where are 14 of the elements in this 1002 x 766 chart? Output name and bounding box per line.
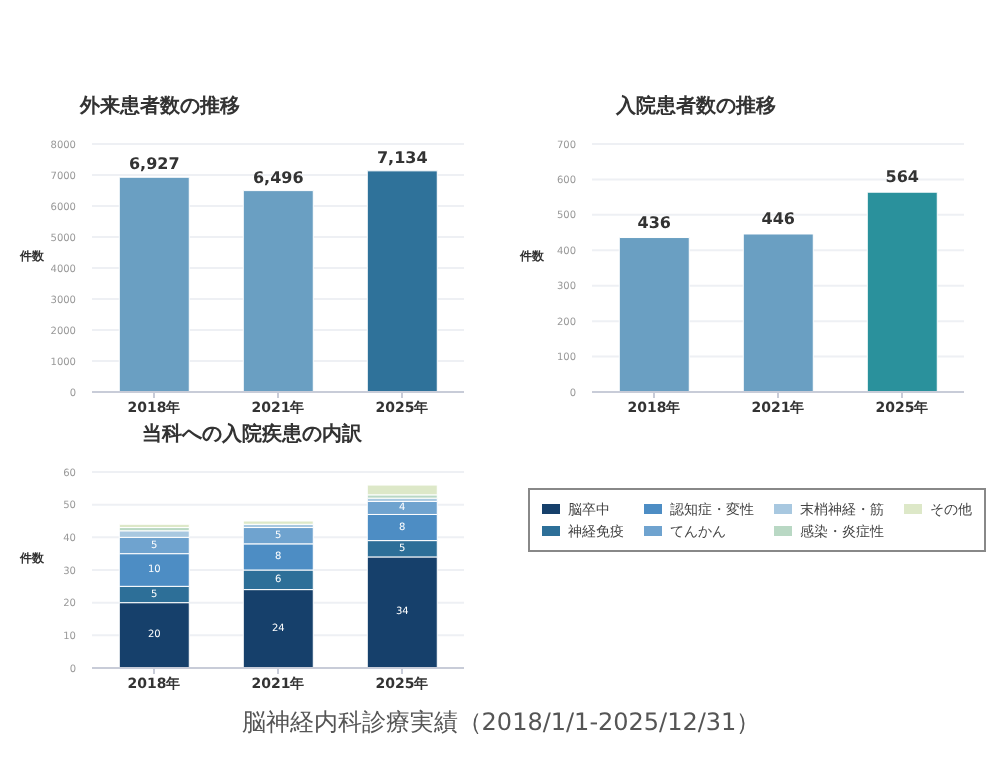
chart-title: 当科への入院疾患の内訳 (140, 421, 364, 450)
data-label: 6,927 (128, 155, 180, 174)
data-label: 6,496 (252, 168, 305, 187)
data-label: 446 (761, 209, 796, 228)
data-label: 436 (637, 213, 672, 232)
bar (618, 237, 690, 392)
bar (366, 484, 438, 496)
chart-title: 入院患者数の推移 (616, 93, 778, 122)
data-label: 564 (885, 168, 920, 187)
data-label: 7,134 (376, 148, 429, 167)
bar (866, 191, 938, 392)
chart-title: 外来患者数の推移 (80, 93, 242, 122)
bar (742, 233, 814, 392)
text: 脳神経内科診療実績（2018/1/1-2025/12/31） (239, 706, 763, 740)
